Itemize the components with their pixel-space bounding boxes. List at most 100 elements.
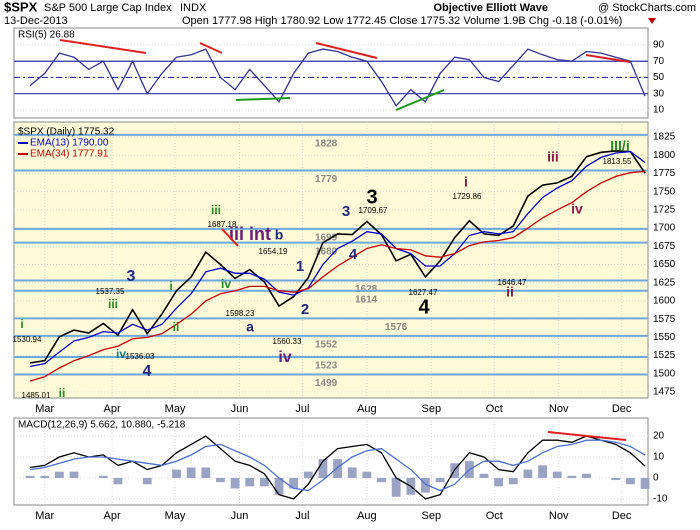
histogram-bar <box>172 469 181 478</box>
wave-label: iii <box>108 297 118 311</box>
wave-label: 1560.33 <box>273 337 302 346</box>
histogram-bar <box>611 477 621 481</box>
y-tick-label: 1800 <box>653 150 676 161</box>
histogram-bar <box>245 477 255 487</box>
wave-label: ii <box>173 320 180 334</box>
series-line <box>30 439 646 492</box>
wave-label: 1530.94 <box>13 335 42 344</box>
wave-label: 1598.23 <box>226 309 255 318</box>
y-tick-label: 1725 <box>653 205 676 216</box>
wave-label: 1646.47 <box>498 278 527 287</box>
histogram-bar <box>347 467 357 478</box>
x-tick-label: Sep <box>422 510 442 522</box>
histogram-bar <box>25 475 35 478</box>
source: @ StockCharts.com <box>598 2 696 14</box>
wave-label: 4 <box>143 363 152 380</box>
wave-label: 4 <box>418 296 430 318</box>
histogram-bar <box>523 469 533 478</box>
trendlines <box>59 39 631 441</box>
panel <box>13 417 649 506</box>
rsi-divergence <box>585 54 631 63</box>
date: 13-Dec-2013 <box>4 15 68 27</box>
wave-label: b <box>275 227 284 243</box>
panel <box>13 27 649 119</box>
legend-entry: EMA(13) 1790.00 <box>30 138 109 149</box>
rsi-support <box>235 97 291 101</box>
x-tick-label: Nov <box>549 403 569 415</box>
wave-label: 1709.67 <box>359 206 388 215</box>
histogram-bar <box>259 477 269 487</box>
wave-label: i <box>20 317 23 331</box>
rsi-support <box>395 89 445 111</box>
x-tick-label: May <box>165 403 186 415</box>
histogram-bar <box>626 477 635 485</box>
histogram-bar <box>640 477 650 489</box>
histogram-bar <box>113 477 123 485</box>
wave-label: 1687.18 <box>208 220 237 229</box>
quote: Open 1777.98 High 1780.92 Low 1772.45 Cl… <box>182 15 622 27</box>
y-tick-label: 1525 <box>653 350 676 361</box>
wave-label: iii <box>547 149 559 165</box>
x-tick-label: Oct <box>486 510 503 522</box>
macd-divergence <box>547 431 627 441</box>
symbol: $SPX <box>4 0 38 14</box>
y-tick-label: 20 <box>653 431 665 442</box>
histogram-bar <box>582 473 591 478</box>
x-tick-label: Mar <box>35 510 54 522</box>
level-label: 1552 <box>315 340 338 351</box>
y-tick-label: 1700 <box>653 223 676 234</box>
histogram-bar <box>289 477 299 489</box>
level-label: 1628 <box>355 284 378 295</box>
rsi-divergence <box>59 39 147 54</box>
x-tick-label: Apr <box>104 510 121 522</box>
y-tick-label: 70 <box>653 56 665 67</box>
x-tick-label: Aug <box>357 510 377 522</box>
x-tick-label: Jun <box>231 403 249 415</box>
wave-label: iv <box>116 347 126 361</box>
wave-label: i <box>464 174 468 190</box>
wave-label: 1813.55 <box>603 157 632 166</box>
histogram-bar <box>98 475 108 478</box>
series-line <box>29 170 646 382</box>
histogram-bar <box>435 477 445 483</box>
wave-label: i <box>169 279 172 293</box>
histogram-bar <box>54 471 64 478</box>
x-tick-label: Dec <box>612 510 632 522</box>
x-tick-label: May <box>165 510 186 522</box>
y-tick-label: 0 <box>653 473 659 484</box>
wave-label: ii <box>59 386 66 400</box>
wave-label: 1729.86 <box>453 192 482 201</box>
y-tick-label: 1625 <box>653 277 676 288</box>
x-tick-label: Jul <box>295 403 309 415</box>
wave-label: 1627.47 <box>409 288 438 297</box>
wave-label: 3 <box>127 268 136 285</box>
histogram-bar <box>274 477 284 495</box>
wave-label: III/i <box>610 138 629 154</box>
x-tick-label: Dec <box>612 403 632 415</box>
wave-label: iv <box>571 201 583 217</box>
histogram-bar <box>303 471 313 478</box>
histogram-bar <box>40 475 50 478</box>
y-tick-label: -10 <box>653 494 668 505</box>
y-tick-label: 1675 <box>653 241 676 252</box>
wave-label: 1654.19 <box>259 247 288 256</box>
histogram-bar <box>391 477 401 497</box>
legend-entry: EMA(34) 1777.91 <box>30 149 109 160</box>
level-label: 1779 <box>315 174 338 185</box>
histogram-bar <box>362 471 372 478</box>
wave-label: ii <box>506 284 514 300</box>
level-label: 1576 <box>385 322 408 333</box>
level-label: 1680 <box>315 246 338 257</box>
down-arrow <box>648 18 656 24</box>
panel <box>13 121 649 399</box>
series-line <box>29 48 646 107</box>
wave-label: iv <box>278 349 291 366</box>
wave-label: 1485.01 <box>22 391 51 400</box>
y-tick-label: 1825 <box>653 132 676 143</box>
level-label: 1523 <box>315 361 338 372</box>
rsi-divergence <box>315 42 378 59</box>
y-tick-label: 90 <box>653 40 665 51</box>
y-tick-label: 1475 <box>653 387 676 398</box>
histogram-bar <box>538 465 547 478</box>
